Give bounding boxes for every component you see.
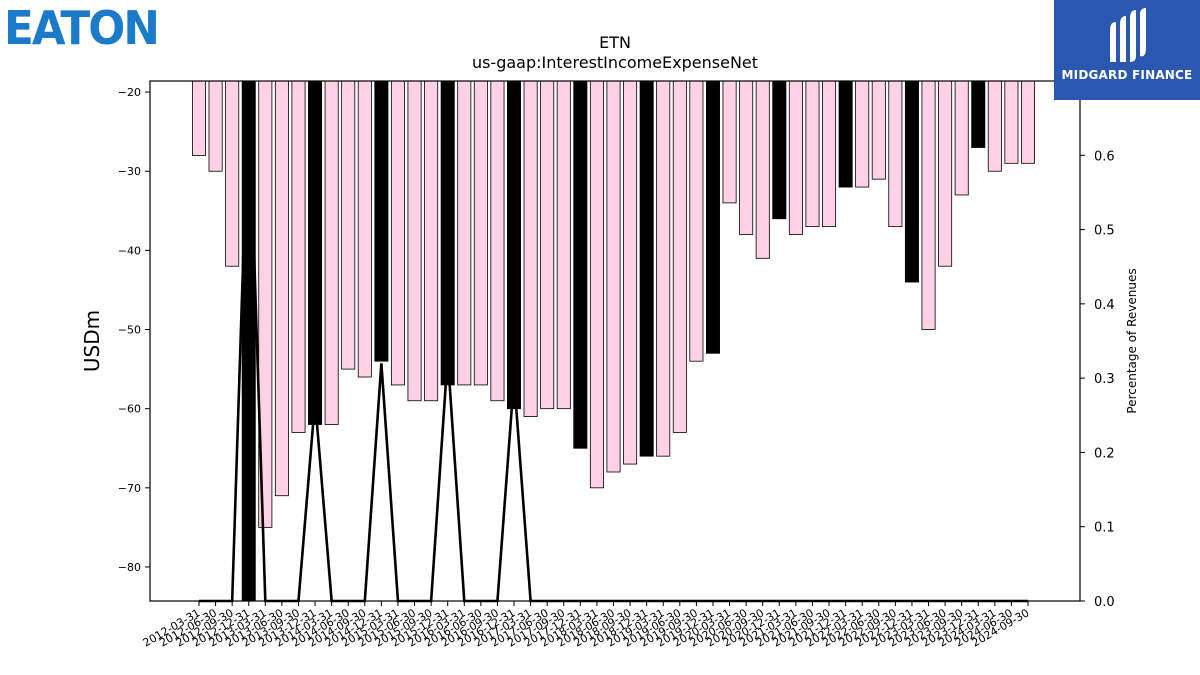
- bar-2019-06-30: [672, 80, 687, 433]
- bar-2020-09-30: [755, 80, 770, 259]
- bar-2012-12-31: [241, 80, 256, 602]
- bar-2015-03-31: [390, 80, 405, 386]
- bar-2020-06-30: [739, 80, 754, 235]
- axes-layer: −20 −30 −40 −50 −60 −70 −80 0.0 0.1 0.2 0.3 0.4 0.5 0…: [118, 75, 1115, 650]
- bar-2018-06-30: [606, 80, 621, 473]
- y2-axis-label: Percentage of Revenues: [1125, 268, 1139, 413]
- bar-2024-03-31: [987, 80, 1002, 172]
- midgard-logo-text: MIDGARD FINANCE: [1061, 68, 1193, 82]
- plot-frame: [149, 80, 1081, 602]
- midgard-finance-logo: MIDGARD FINANCE: [1054, 0, 1200, 100]
- midgard-mark-icon: [1110, 8, 1146, 62]
- bar-2012-09-30: [225, 80, 240, 267]
- y2-tick-label: 0.6: [1094, 149, 1115, 164]
- y2-tick-label: 0.0: [1094, 595, 1115, 610]
- y2-tick-label: 0.5: [1094, 224, 1115, 239]
- y-tick-label: −20: [118, 86, 141, 99]
- bar-2022-09-30: [888, 80, 903, 228]
- bar-2015-06-30: [407, 80, 422, 402]
- bar-2022-12-31: [904, 80, 919, 283]
- bar-2023-03-31: [921, 80, 936, 330]
- bar-2023-12-31: [971, 80, 986, 148]
- bar-2024-06-30: [1004, 80, 1019, 164]
- y2-tick-label: 0.1: [1094, 521, 1115, 536]
- bar-2016-06-30: [473, 80, 488, 386]
- bar-2017-12-31: [573, 80, 588, 449]
- bar-2021-09-30: [822, 80, 837, 228]
- bar-2016-09-30: [490, 80, 505, 402]
- bar-2013-06-30: [274, 80, 289, 497]
- bar-2015-12-31: [440, 80, 455, 386]
- y2-tick-label: 0.4: [1094, 298, 1115, 313]
- bar-2018-09-30: [623, 80, 638, 465]
- bar-2017-09-30: [556, 80, 571, 410]
- bar-2020-12-31: [772, 80, 787, 220]
- bar-2022-03-31: [855, 80, 870, 188]
- bar-2019-12-31: [705, 80, 720, 354]
- bar-2014-09-30: [357, 80, 372, 378]
- bar-2014-12-31: [374, 80, 389, 362]
- y2-tick-label: 0.2: [1094, 446, 1115, 461]
- y-tick-label: −50: [118, 324, 141, 337]
- bar-2024-09-30: [1021, 80, 1036, 164]
- chart-subtitle: us-gaap:InterestIncomeExpenseNet: [471, 53, 759, 72]
- bar-2012-03-31: [191, 80, 206, 156]
- eaton-logo-text: EATON: [4, 4, 158, 48]
- y-axis-label: USDm: [80, 310, 104, 372]
- bar-2021-03-31: [788, 80, 803, 235]
- bar-2012-06-30: [208, 80, 223, 172]
- bar-2023-09-30: [954, 80, 969, 196]
- bar-2015-09-30: [424, 80, 439, 402]
- y2-tick-label: 0.3: [1094, 372, 1115, 387]
- bar-2017-06-30: [540, 80, 555, 410]
- bars-layer: [191, 80, 1036, 602]
- bar-2014-03-31: [324, 80, 339, 425]
- y-tick-label: −60: [118, 403, 141, 416]
- bar-2019-09-30: [689, 80, 704, 362]
- bar-2021-06-30: [805, 80, 820, 228]
- bar-2018-12-31: [639, 80, 654, 457]
- y-tick-label: −30: [118, 165, 141, 178]
- y-tick-label: −70: [118, 482, 141, 495]
- eaton-logo: EATON: [4, 4, 160, 48]
- y-tick-label: −80: [118, 561, 141, 574]
- bar-2022-06-30: [871, 80, 886, 180]
- bar-2020-03-31: [722, 80, 737, 204]
- bar-2016-03-31: [457, 80, 472, 386]
- bar-2014-06-30: [341, 80, 356, 370]
- chart-title: ETN: [599, 33, 631, 52]
- bar-2019-03-31: [656, 80, 671, 457]
- bar-2018-03-31: [589, 80, 604, 489]
- bar-2013-12-31: [308, 80, 323, 425]
- bar-2023-06-30: [938, 80, 953, 267]
- bar-2017-03-31: [523, 80, 538, 417]
- y-tick-label: −40: [118, 244, 141, 257]
- bar-2013-09-30: [291, 80, 306, 433]
- bar-2016-12-31: [507, 80, 522, 410]
- bar-2021-12-31: [838, 80, 853, 188]
